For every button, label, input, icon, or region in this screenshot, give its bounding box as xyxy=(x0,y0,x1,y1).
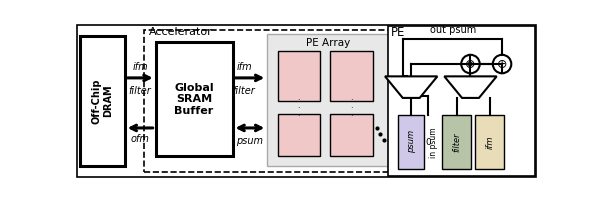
Text: PE Array: PE Array xyxy=(306,38,350,48)
FancyBboxPatch shape xyxy=(475,115,504,169)
Text: ifm: ifm xyxy=(132,62,148,72)
FancyBboxPatch shape xyxy=(267,34,389,166)
Text: Accelerator: Accelerator xyxy=(150,27,213,37)
Text: ·
·
·: · · · xyxy=(297,97,300,121)
FancyBboxPatch shape xyxy=(398,115,425,169)
FancyBboxPatch shape xyxy=(155,42,233,156)
FancyBboxPatch shape xyxy=(442,115,471,169)
Text: 0: 0 xyxy=(425,138,431,147)
FancyBboxPatch shape xyxy=(278,51,321,101)
Text: ofm: ofm xyxy=(131,134,150,144)
FancyBboxPatch shape xyxy=(77,25,536,177)
Text: PE: PE xyxy=(390,26,405,39)
Text: ⊕: ⊕ xyxy=(497,58,507,71)
Text: ·
·
·: · · · xyxy=(350,97,352,121)
FancyBboxPatch shape xyxy=(80,36,125,166)
Text: filter: filter xyxy=(129,86,151,96)
Polygon shape xyxy=(385,76,437,98)
Text: psum: psum xyxy=(236,136,263,146)
Text: Off-Chip
DRAM: Off-Chip DRAM xyxy=(91,78,113,124)
Text: filter: filter xyxy=(452,132,461,152)
Text: Global
SRAM
Buffer: Global SRAM Buffer xyxy=(174,83,214,116)
Text: out psum: out psum xyxy=(431,25,477,35)
Text: in psum: in psum xyxy=(429,127,438,158)
Polygon shape xyxy=(444,76,497,98)
FancyBboxPatch shape xyxy=(330,51,373,101)
Text: ifm: ifm xyxy=(236,62,252,72)
FancyBboxPatch shape xyxy=(388,26,535,176)
FancyBboxPatch shape xyxy=(278,114,321,156)
FancyBboxPatch shape xyxy=(330,114,373,156)
Text: ⊗: ⊗ xyxy=(465,58,476,71)
Text: filter: filter xyxy=(233,86,255,96)
Text: ifm: ifm xyxy=(485,135,494,149)
Text: psum: psum xyxy=(407,130,416,153)
